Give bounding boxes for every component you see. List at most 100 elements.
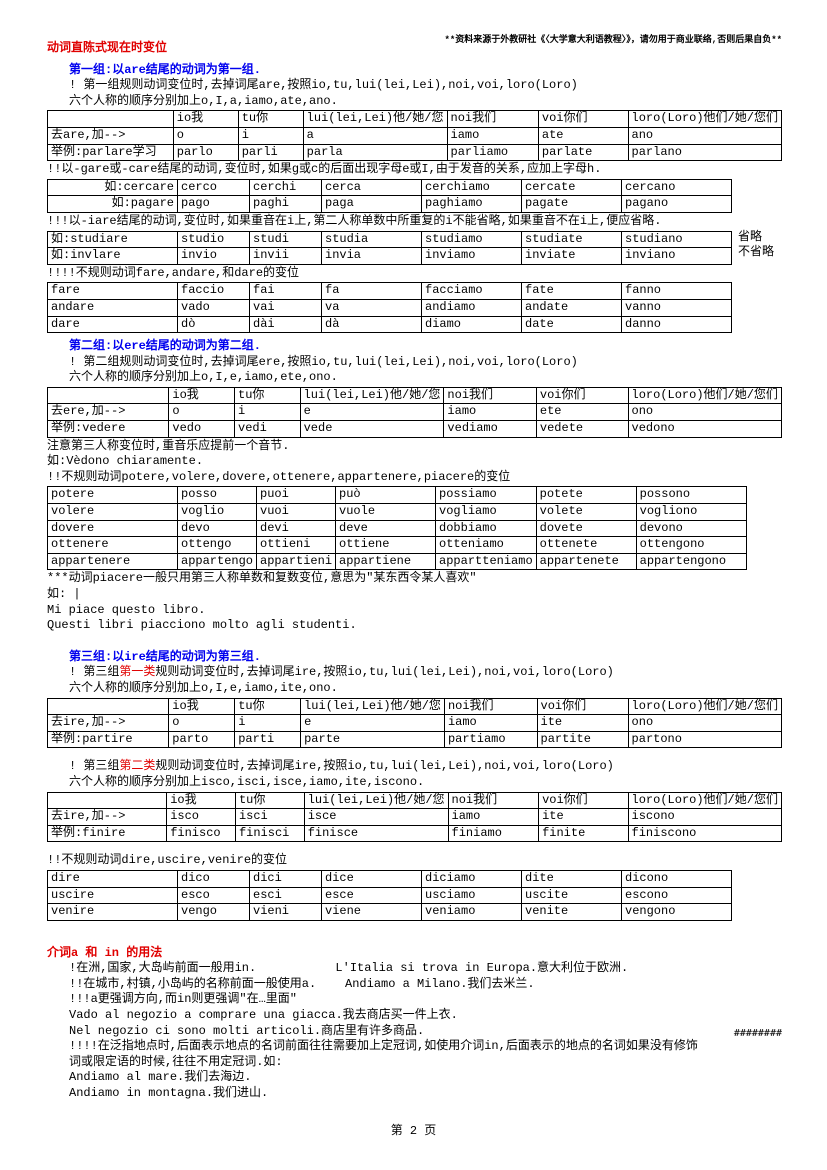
- cell: 如:cercare: [48, 179, 178, 196]
- cell: diciamo: [422, 870, 522, 887]
- cell: [48, 111, 174, 128]
- prep-line: Nel negozio ci sono molti articoli.商店里有许…: [69, 1024, 782, 1040]
- cell: isci: [235, 809, 304, 826]
- cell: ite: [537, 715, 628, 732]
- cell: vengono: [622, 904, 732, 921]
- cell: uscire: [48, 887, 178, 904]
- cell: diamo: [422, 316, 522, 333]
- cell: cerchi: [250, 179, 322, 196]
- cell: lui(lei,Lei)他/她/您: [304, 792, 448, 809]
- cell: fanno: [622, 283, 732, 300]
- cell: invia: [322, 248, 422, 265]
- cell: iamo: [448, 809, 539, 826]
- header-note: **资料来源于外教研社《〈大学意大利语教程〉》，请勿用于商业联络,否则后果自负*…: [444, 35, 782, 47]
- cell: iscono: [628, 809, 781, 826]
- cell: cercate: [522, 179, 622, 196]
- cell: 去are,加-->: [48, 127, 174, 144]
- cell: esci: [250, 887, 322, 904]
- group1-heading: 第一组:以are结尾的动词为第一组.: [69, 63, 782, 79]
- cell: parli: [238, 144, 303, 161]
- cell: vedo: [169, 421, 235, 438]
- cell: facciamo: [422, 283, 522, 300]
- cell: ono: [628, 404, 781, 421]
- g3-table2: io我 tu你 lui(lei,Lei)他/她/您 noi我们 voi你们 lo…: [47, 792, 782, 843]
- g1-table3: 如:studiarestudiostudistudiastudiamostudi…: [47, 231, 732, 265]
- group3-heading: 第三组:以ire结尾的动词为第三组.: [69, 650, 782, 666]
- cell: venite: [522, 904, 622, 921]
- g3-table1: io我 tu你 lui(lei,Lei)他/她/您 noi我们 voi你们 lo…: [47, 698, 782, 749]
- cell: danno: [622, 316, 732, 333]
- cell: posso: [178, 487, 257, 504]
- cell: loro(Loro)他们/她/您们: [628, 111, 781, 128]
- cell: 去ere,加-->: [48, 404, 169, 421]
- group2-heading: 第二组:以ere结尾的动词为第二组.: [69, 339, 782, 355]
- cell: voglio: [178, 504, 257, 521]
- cell: volere: [48, 504, 178, 521]
- page-number: 第 2 页: [391, 1124, 437, 1140]
- cell: inviate: [522, 248, 622, 265]
- cell: andate: [522, 299, 622, 316]
- cell: vieni: [250, 904, 322, 921]
- g1-note3: !!!!不规则动词fare,andare,和dare的变位: [47, 266, 782, 282]
- cell: ottiene: [336, 537, 436, 554]
- prep-line: !!!a更强调方向,而in则更强调"在…里面": [69, 992, 782, 1008]
- cell: vede: [300, 421, 444, 438]
- cell: 举例:partire: [48, 731, 169, 748]
- cell: vado: [178, 299, 250, 316]
- cell: 如:pagare: [48, 196, 178, 213]
- cell: paghi: [250, 196, 322, 213]
- cell: vedi: [235, 421, 301, 438]
- cell: fai: [250, 283, 322, 300]
- g1-table4: farefacciofaifafacciamofatefanno andarev…: [47, 282, 732, 333]
- cell: vuole: [336, 504, 436, 521]
- cell: 举例:finire: [48, 825, 167, 842]
- cell: paga: [322, 196, 422, 213]
- cell: [48, 387, 169, 404]
- cell: finiscono: [628, 825, 781, 842]
- g2-table1: io我 tu你 lui(lei,Lei)他/她/您 noi我们 voi你们 lo…: [47, 387, 782, 438]
- cell: date: [522, 316, 622, 333]
- cell: voi你们: [539, 792, 628, 809]
- cell: 去ire,加-->: [48, 715, 169, 732]
- g3-note1: !!不规则动词dire,uscire,venire的变位: [47, 853, 782, 869]
- tail: 不省略: [738, 245, 774, 259]
- cell: ottenete: [536, 537, 636, 554]
- g1-table1: io我 tu你 lui(lei,Lei)他/她/您 noi我们 voi你们 lo…: [47, 110, 782, 161]
- cell: dice: [322, 870, 422, 887]
- cell: partiamo: [444, 731, 537, 748]
- cell: lui(lei,Lei)他/她/您: [301, 698, 445, 715]
- cell: vogliono: [636, 504, 746, 521]
- cell: veniamo: [422, 904, 522, 921]
- g2-note6: Mi piace questo libro.: [47, 603, 782, 619]
- prep-line: Andiamo in montagna.我们进山.: [69, 1086, 782, 1102]
- cell: ottieni: [257, 537, 336, 554]
- cell: otteniamo: [436, 537, 537, 554]
- cell: cerca: [322, 179, 422, 196]
- g1-note1: !!以-gare或-care结尾的动词,变位时,如果g或c的后面出现字母e或I,…: [47, 162, 782, 178]
- prep-heading: 介词a 和 in 的用法: [47, 946, 782, 962]
- cell: appartieni: [257, 553, 336, 570]
- cell: tu你: [235, 698, 301, 715]
- cell: e: [301, 715, 445, 732]
- cell: partono: [628, 731, 781, 748]
- cell: devono: [636, 520, 746, 537]
- cell: parto: [169, 731, 235, 748]
- g3-rule2: 六个人称的顺序分别加上o,I,e,iamo,ite,ono.: [69, 681, 782, 697]
- cell: parti: [235, 731, 301, 748]
- cell: i: [238, 127, 303, 144]
- cell: studio: [178, 231, 250, 248]
- cell: [48, 698, 169, 715]
- g3-rule3: 六个人称的顺序分别加上isco,isci,isce,iamo,ite,iscon…: [69, 775, 782, 791]
- cell: o: [169, 715, 235, 732]
- cell: fate: [522, 283, 622, 300]
- g1-note2: !!!以-iare结尾的动词,变位时,如果重音在i上,第二人称单数中所重复的i不…: [47, 214, 782, 230]
- cell: i: [235, 715, 301, 732]
- cell: pagate: [522, 196, 622, 213]
- cell: puoi: [257, 487, 336, 504]
- cell: cerco: [178, 179, 250, 196]
- cell: viene: [322, 904, 422, 921]
- cell: dò: [178, 316, 250, 333]
- cell: loro(Loro)他们/她/您们: [628, 698, 781, 715]
- cell: andiamo: [422, 299, 522, 316]
- cell: 举例:parlare学习: [48, 144, 174, 161]
